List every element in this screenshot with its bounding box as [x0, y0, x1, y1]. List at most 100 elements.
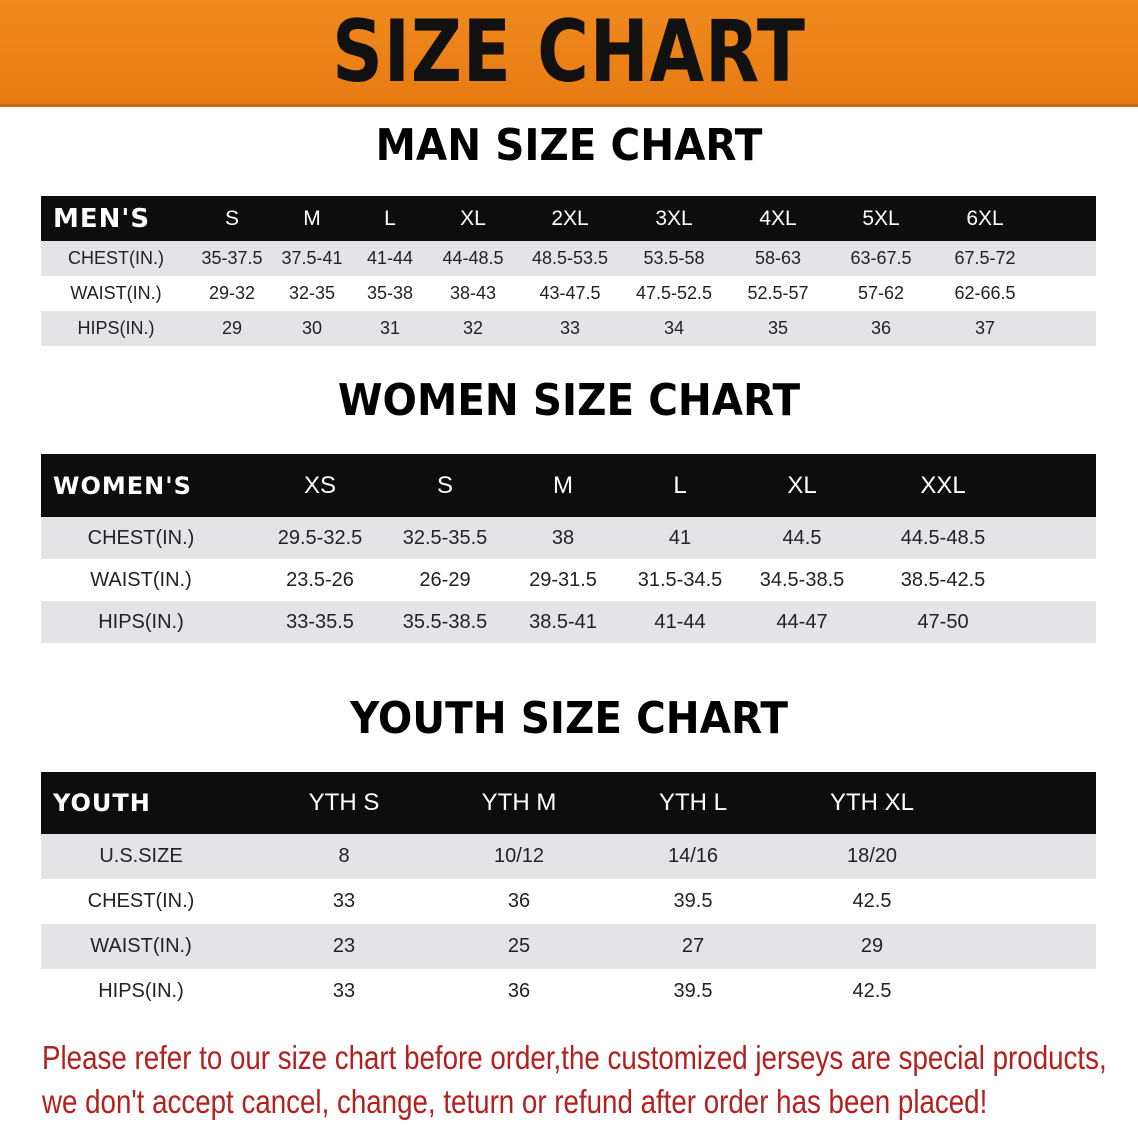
women-size-table: WOMEN'S XS S M L XL XXL CHEST(IN.) 29.5-32.5 32.5…	[41, 454, 1096, 643]
men-size-table: MEN'S S M L XL 2XL 3XL 4XL 5XL 6XL CHEST(IN.) 35-37…	[41, 196, 1096, 346]
measurement-cell: 26-29	[419, 568, 471, 591]
size-header-cell: L	[673, 471, 687, 499]
size-header-cell: YTH XL	[829, 789, 915, 816]
row-label: WAIST(IN.)	[70, 283, 162, 303]
measurement-cell: 58-63	[754, 248, 802, 268]
measurement-cell: 38.5-42.5	[900, 568, 986, 591]
size-header-cell: S	[224, 206, 239, 230]
row-label: HIPS(IN.)	[98, 610, 184, 633]
order-notice-line-1: Please refer to our size chart before or…	[42, 1039, 1107, 1076]
measurement-cell: 41	[668, 526, 692, 549]
measurement-cell: 44.5	[782, 526, 822, 549]
page-title: SIZE CHART	[332, 2, 806, 102]
measurement-cell: 34	[663, 318, 685, 338]
table-row: CHEST(IN.) 29.5-32.5 32.5-35.5 38 41 44.5 44.5…	[41, 517, 1096, 559]
measurement-cell: 32-35	[288, 283, 336, 303]
row-label: CHEST(IN.)	[68, 248, 164, 268]
measurement-cell: 29	[860, 935, 884, 957]
measurement-cell: 23	[332, 935, 356, 957]
measurement-cell: 35-38	[366, 283, 414, 303]
measurement-cell: 33	[559, 318, 581, 338]
measurement-cell: 62-66.5	[954, 283, 1016, 303]
table-row: WAIST(IN.) 23.5-26 26-29 29-31.5 31.5-34.5 34…	[41, 559, 1096, 601]
measurement-cell: 67.5-72	[954, 248, 1016, 268]
size-chart-banner: SIZE CHART	[0, 0, 1138, 107]
measurement-cell: 33	[332, 980, 356, 1002]
table-title-cell: YOUTH	[53, 789, 151, 817]
measurement-cell: 37	[974, 318, 996, 338]
measurement-cell: 57-62	[857, 283, 905, 303]
measurement-cell: 33	[332, 890, 356, 912]
measurement-cell: 42.5	[852, 980, 892, 1002]
measurement-cell: 36	[507, 980, 531, 1002]
measurement-cell: 29	[221, 318, 243, 338]
order-notice-line-2: we don't accept cancel, change, teturn o…	[42, 1083, 988, 1120]
measurement-cell: 37.5-41	[281, 248, 343, 268]
measurement-cell: 39.5	[673, 980, 713, 1002]
measurement-cell: 43-47.5	[539, 283, 601, 303]
table-row: U.S.SIZE 8 10/12 14/16 18/20	[41, 834, 1096, 879]
measurement-cell: 47-50	[917, 610, 969, 633]
measurement-cell: 48.5-53.5	[531, 248, 609, 268]
measurement-cell: 35-37.5	[201, 248, 263, 268]
measurement-cell: 29-32	[208, 283, 256, 303]
measurement-cell: 38	[551, 526, 575, 549]
size-header-cell: 2XL	[551, 206, 589, 230]
row-label: HIPS(IN.)	[77, 318, 155, 338]
measurement-cell: 44.5-48.5	[900, 526, 986, 549]
size-header-cell: M	[303, 206, 321, 230]
size-header-cell: 3XL	[655, 206, 693, 230]
table-row: HIPS(IN.) 29 30 31 32 33 34 35 36 37	[41, 311, 1096, 346]
measurement-cell: 41-44	[366, 248, 414, 268]
row-label: WAIST(IN.)	[90, 568, 192, 591]
women-section-title: WOMEN SIZE CHART	[337, 375, 801, 426]
measurement-cell: 52.5-57	[747, 283, 809, 303]
table-row: WAIST(IN.) 23 25 27 29	[41, 924, 1096, 969]
measurement-cell: 32	[462, 318, 484, 338]
measurement-cell: 23.5-26	[286, 568, 354, 591]
row-label: HIPS(IN.)	[98, 980, 184, 1002]
measurement-cell: 33-35.5	[286, 610, 354, 633]
measurement-cell: 30	[301, 318, 323, 338]
size-header-cell: XS	[303, 471, 336, 499]
size-header-cell: 5XL	[862, 206, 900, 230]
measurement-cell: 34.5-38.5	[759, 568, 845, 591]
size-header-cell: XL	[460, 206, 486, 230]
measurement-cell: 44-48.5	[442, 248, 504, 268]
table-row: WAIST(IN.) 29-32 32-35 35-38 38-43 43-47.5 47.…	[41, 276, 1096, 311]
youth-section-title: YOUTH SIZE CHART	[350, 693, 788, 744]
size-header-cell: M	[553, 471, 573, 499]
size-header-cell: L	[384, 206, 396, 230]
measurement-cell: 25	[507, 935, 531, 957]
measurement-cell: 29.5-32.5	[277, 526, 363, 549]
table-row: CHEST(IN.) 33 36 39.5 42.5	[41, 879, 1096, 924]
table-header-row: YOUTH YTH S YTH M YTH L YTH XL	[41, 772, 1096, 834]
measurement-cell: 14/16	[667, 845, 719, 867]
measurement-cell: 63-67.5	[850, 248, 912, 268]
size-header-cell: 6XL	[966, 206, 1004, 230]
row-label: U.S.SIZE	[99, 845, 183, 867]
youth-size-table: YOUTH YTH S YTH M YTH L YTH XL U.S.SIZE 8 10/12…	[41, 772, 1096, 1014]
row-label: CHEST(IN.)	[87, 526, 195, 549]
measurement-cell: 41-44	[654, 610, 706, 633]
measurement-cell: 38.5-41	[529, 610, 597, 633]
row-label: WAIST(IN.)	[90, 935, 192, 957]
table-header-row: MEN'S S M L XL 2XL 3XL 4XL 5XL 6XL	[41, 196, 1096, 241]
table-title-cell: WOMEN'S	[53, 471, 192, 500]
measurement-cell: 10/12	[493, 845, 545, 867]
size-header-cell: YTH S	[308, 789, 380, 816]
table-header-row: WOMEN'S XS S M L XL XXL	[41, 454, 1096, 517]
measurement-cell: 8	[338, 845, 350, 867]
measurement-cell: 36	[507, 890, 531, 912]
order-notice: Please refer to our size chart before or…	[42, 1036, 1107, 1124]
measurement-cell: 31.5-34.5	[637, 568, 723, 591]
measurement-cell: 35	[767, 318, 789, 338]
size-header-cell: XXL	[920, 471, 966, 499]
men-section-title: MAN SIZE CHART	[375, 120, 763, 171]
size-header-cell: XL	[787, 471, 817, 499]
measurement-cell: 18/20	[846, 845, 898, 867]
table-row: CHEST(IN.) 35-37.5 37.5-41 41-44 44-48.5 48.5…	[41, 241, 1096, 276]
measurement-cell: 35.5-38.5	[402, 610, 488, 633]
measurement-cell: 36	[870, 318, 892, 338]
size-header-cell: YTH L	[658, 789, 727, 816]
